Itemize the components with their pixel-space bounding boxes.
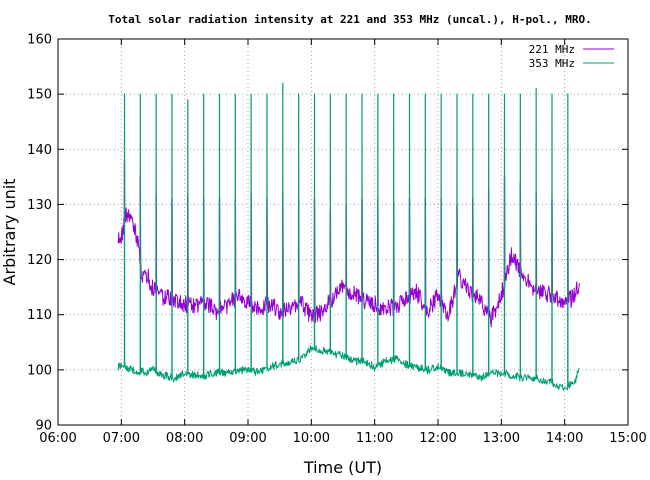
x-tick-label: 07:00 <box>103 431 140 446</box>
x-tick-label: 15:00 <box>609 431 646 446</box>
x-tick-label: 06:00 <box>39 431 76 446</box>
series-line-221 <box>117 159 580 328</box>
y-tick-label: 90 <box>35 419 52 434</box>
x-axis-label: Time (UT) <box>303 458 382 477</box>
y-tick-label: 150 <box>27 88 52 103</box>
plot-frame <box>57 38 629 426</box>
y-tick-label: 120 <box>27 253 52 268</box>
y-tick-label: 130 <box>27 198 52 213</box>
x-axis-ticks: 06:00 07:00 08:00 09:00 10:00 11:00 12:00 13:00… <box>39 39 647 446</box>
x-tick-label: 11:00 <box>356 431 393 446</box>
x-tick-label: 08:00 <box>166 431 203 446</box>
series-layer <box>117 82 580 391</box>
y-tick-label: 140 <box>27 143 52 158</box>
y-tick-label: 100 <box>27 363 52 378</box>
y-axis-ticks: 90 100 110 120 130 140 150 160 <box>27 33 628 434</box>
y-tick-label: 160 <box>27 33 52 48</box>
grid-lines <box>58 39 628 425</box>
x-tick-label: 14:00 <box>546 431 583 446</box>
legend-label-221: 221 MHz <box>529 43 575 56</box>
x-tick-label: 12:00 <box>419 431 456 446</box>
y-axis-label: Arbitrary unit <box>0 179 19 286</box>
x-tick-label: 10:00 <box>293 431 330 446</box>
y-tick-label: 110 <box>27 308 52 323</box>
chart-title: Total solar radiation intensity at 221 a… <box>108 13 591 26</box>
x-tick-label: 13:00 <box>483 431 520 446</box>
legend-label-353: 353 MHz <box>529 57 575 70</box>
legend: 221 MHz 353 MHz <box>529 43 614 70</box>
x-tick-label: 09:00 <box>229 431 266 446</box>
series-line-353 <box>117 82 580 391</box>
